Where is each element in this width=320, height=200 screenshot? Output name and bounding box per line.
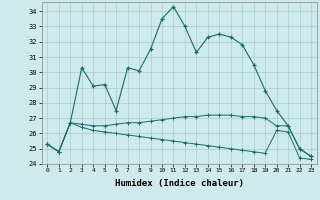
X-axis label: Humidex (Indice chaleur): Humidex (Indice chaleur) xyxy=(115,179,244,188)
